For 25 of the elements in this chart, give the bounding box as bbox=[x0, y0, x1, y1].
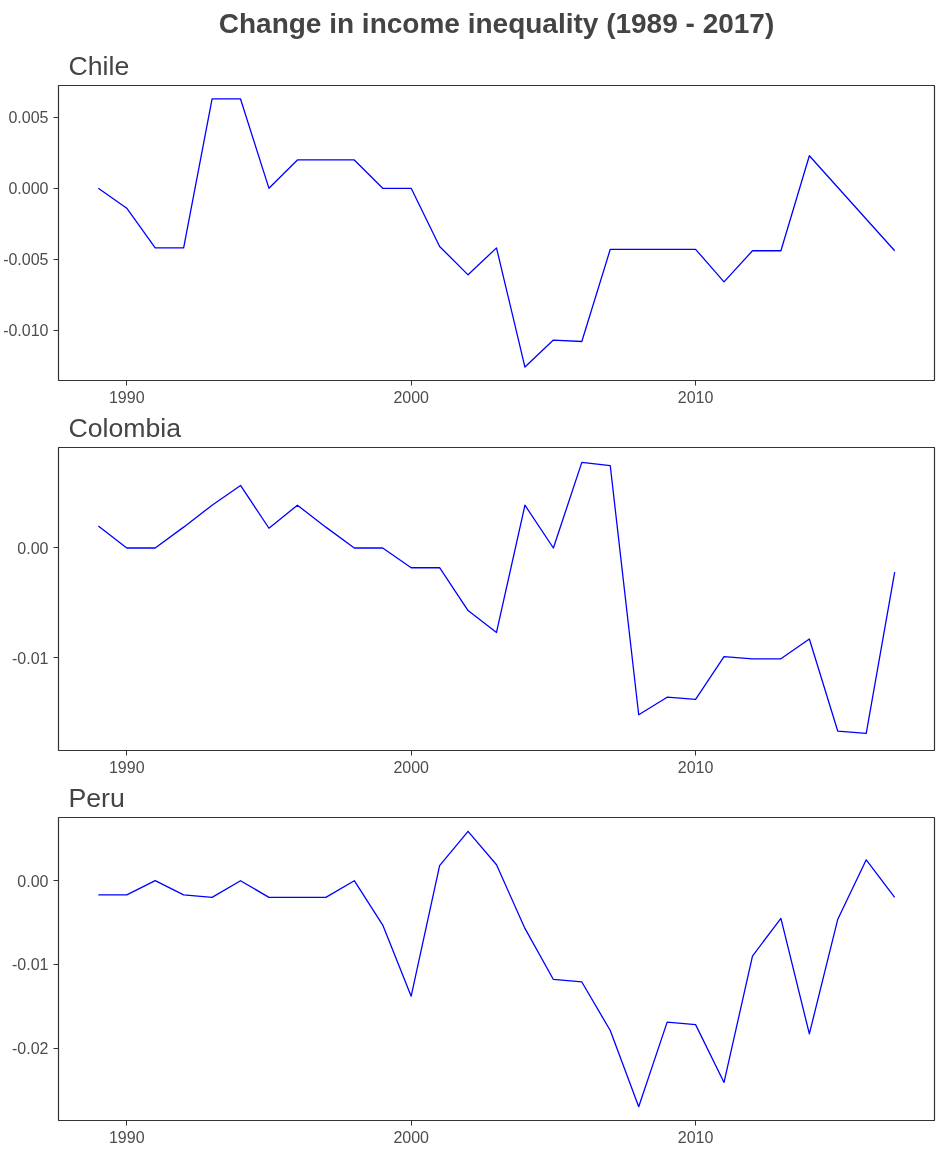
x-tick-label: 2000 bbox=[393, 1128, 430, 1146]
chart-title: Colombia bbox=[68, 412, 182, 443]
y-tick-label: -0.010 bbox=[3, 322, 49, 340]
chart-title: Change in income inequality (1989 - 2017) bbox=[218, 7, 775, 39]
y-tick-label: 0.000 bbox=[8, 180, 49, 198]
y-tick-label: -0.005 bbox=[3, 251, 49, 269]
x-tick-label: 2010 bbox=[677, 388, 714, 406]
chart-title: Peru bbox=[68, 782, 125, 813]
y-tick-label: -0.01 bbox=[12, 956, 49, 974]
x-tick-label: 2000 bbox=[393, 388, 430, 406]
line-series bbox=[97, 461, 896, 735]
x-tick-label: 2010 bbox=[677, 758, 714, 776]
line-series bbox=[97, 830, 896, 1108]
y-tick-label: 0.005 bbox=[8, 109, 49, 127]
x-tick-label: 1990 bbox=[108, 388, 145, 406]
x-tick-label: 1990 bbox=[108, 758, 145, 776]
line-series bbox=[97, 98, 896, 368]
y-tick-label: -0.02 bbox=[12, 1040, 49, 1058]
x-tick-label: 2000 bbox=[393, 758, 430, 776]
x-tick-label: 2010 bbox=[677, 1128, 714, 1146]
chart-subtitle: Chile bbox=[68, 50, 130, 81]
y-tick-label: 0.00 bbox=[17, 872, 49, 890]
y-tick-label: 0.00 bbox=[17, 539, 49, 557]
y-tick-label: -0.01 bbox=[12, 649, 49, 667]
x-tick-label: 1990 bbox=[108, 1128, 145, 1146]
